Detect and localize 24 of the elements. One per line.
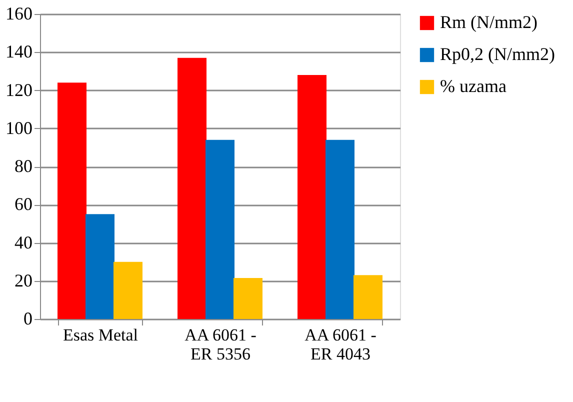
y-tick-label: 160 — [6, 4, 32, 24]
y-tick-label: 100 — [6, 118, 32, 138]
x-tick-label: AA 6061 - ER 4043 — [304, 326, 377, 364]
legend-label: Rm (N/mm2) — [440, 12, 538, 32]
bar — [354, 275, 382, 319]
x-tick-label: AA 6061 - ER 5356 — [184, 326, 257, 364]
bar — [86, 214, 114, 319]
y-tick-label: 60 — [14, 194, 32, 214]
y-tick-label: 80 — [14, 156, 32, 176]
bar — [298, 75, 326, 319]
x-tick-label: Esas Metal — [62, 326, 138, 344]
bar — [114, 262, 142, 319]
bar — [58, 82, 86, 319]
legend-label: % uzama — [440, 76, 506, 96]
y-tick-label: 140 — [6, 42, 32, 62]
bar — [178, 58, 206, 319]
bar — [326, 140, 354, 319]
bar — [234, 278, 262, 319]
y-tick-label: 120 — [6, 80, 32, 100]
y-tick-label: 40 — [14, 232, 32, 252]
y-tick-label: 0 — [24, 308, 32, 328]
y-tick-label: 20 — [14, 270, 32, 290]
bar — [206, 140, 234, 319]
legend-label: Rp0,2 (N/mm2) — [440, 44, 555, 64]
